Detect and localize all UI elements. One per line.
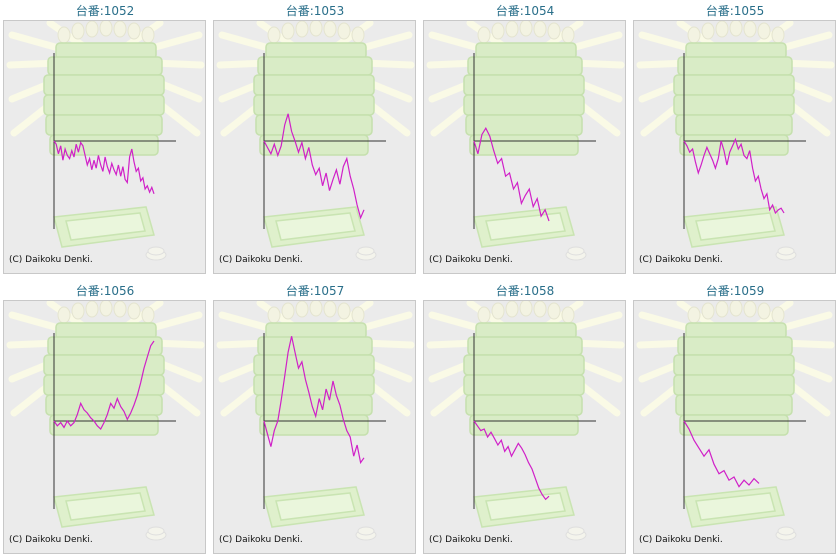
payout-series-line — [683, 420, 760, 488]
machine-number-title[interactable]: 台番:1053 — [285, 4, 345, 18]
chart-panel[interactable]: (C) Daikoku Denki. — [213, 20, 416, 274]
machine-illustration-watermark — [6, 21, 205, 261]
line-chart — [53, 333, 176, 509]
line-chart — [473, 53, 596, 229]
payout-series-line — [53, 340, 155, 430]
payout-series-line — [683, 137, 785, 215]
line-chart — [683, 333, 806, 509]
machine-number-title[interactable]: 台番:1052 — [75, 4, 135, 18]
machine-chart-cell: 台番:1054 — [420, 0, 630, 280]
chart-panel[interactable]: (C) Daikoku Denki. — [3, 300, 206, 554]
copyright-text: (C) Daikoku Denki. — [219, 535, 303, 545]
chart-panel[interactable]: (C) Daikoku Denki. — [423, 20, 626, 274]
copyright-text: (C) Daikoku Denki. — [9, 255, 93, 265]
machine-chart-cell: 台番:1057 — [210, 280, 420, 560]
machine-number-title[interactable]: 台番:1058 — [495, 284, 555, 298]
machine-chart-cell: 台番:1058 — [420, 280, 630, 560]
payout-series-line — [473, 420, 550, 501]
machine-number-title[interactable]: 台番:1055 — [705, 4, 765, 18]
line-chart — [683, 53, 806, 229]
chart-panel[interactable]: (C) Daikoku Denki. — [213, 300, 416, 554]
payout-series-line — [473, 126, 550, 222]
chart-panel[interactable]: (C) Daikoku Denki. — [423, 300, 626, 554]
machine-number-title[interactable]: 台番:1056 — [75, 284, 135, 298]
machine-chart-cell: 台番:1056 — [0, 280, 210, 560]
machine-chart-cell: 台番:1055 — [630, 0, 840, 280]
machine-number-title[interactable]: 台番:1054 — [495, 4, 555, 18]
line-chart — [263, 333, 386, 509]
copyright-text: (C) Daikoku Denki. — [429, 255, 513, 265]
chart-panel[interactable]: (C) Daikoku Denki. — [633, 300, 836, 554]
machine-illustration-watermark — [216, 21, 415, 261]
line-chart — [53, 53, 176, 229]
payout-series-line — [263, 336, 365, 465]
copyright-text: (C) Daikoku Denki. — [219, 255, 303, 265]
line-chart — [473, 333, 596, 509]
copyright-text: (C) Daikoku Denki. — [639, 535, 723, 545]
chart-panel[interactable]: (C) Daikoku Denki. — [633, 20, 836, 274]
payout-series-line — [263, 113, 365, 220]
payout-series-line — [53, 140, 155, 194]
copyright-text: (C) Daikoku Denki. — [9, 535, 93, 545]
machine-number-title[interactable]: 台番:1059 — [705, 284, 765, 298]
machine-chart-cell: 台番:1052 — [0, 0, 210, 280]
machine-chart-cell: 台番:1059 — [630, 280, 840, 560]
machine-chart-cell: 台番:1053 — [210, 0, 420, 280]
copyright-text: (C) Daikoku Denki. — [429, 535, 513, 545]
machine-illustration-watermark — [636, 301, 835, 541]
machine-illustration-watermark — [426, 21, 625, 261]
machine-number-title[interactable]: 台番:1057 — [285, 284, 345, 298]
copyright-text: (C) Daikoku Denki. — [639, 255, 723, 265]
machine-illustration-watermark — [216, 301, 415, 541]
line-chart — [263, 53, 386, 229]
chart-panel[interactable]: (C) Daikoku Denki. — [3, 20, 206, 274]
machine-illustration-watermark — [6, 301, 205, 541]
machine-illustration-watermark — [636, 21, 835, 261]
